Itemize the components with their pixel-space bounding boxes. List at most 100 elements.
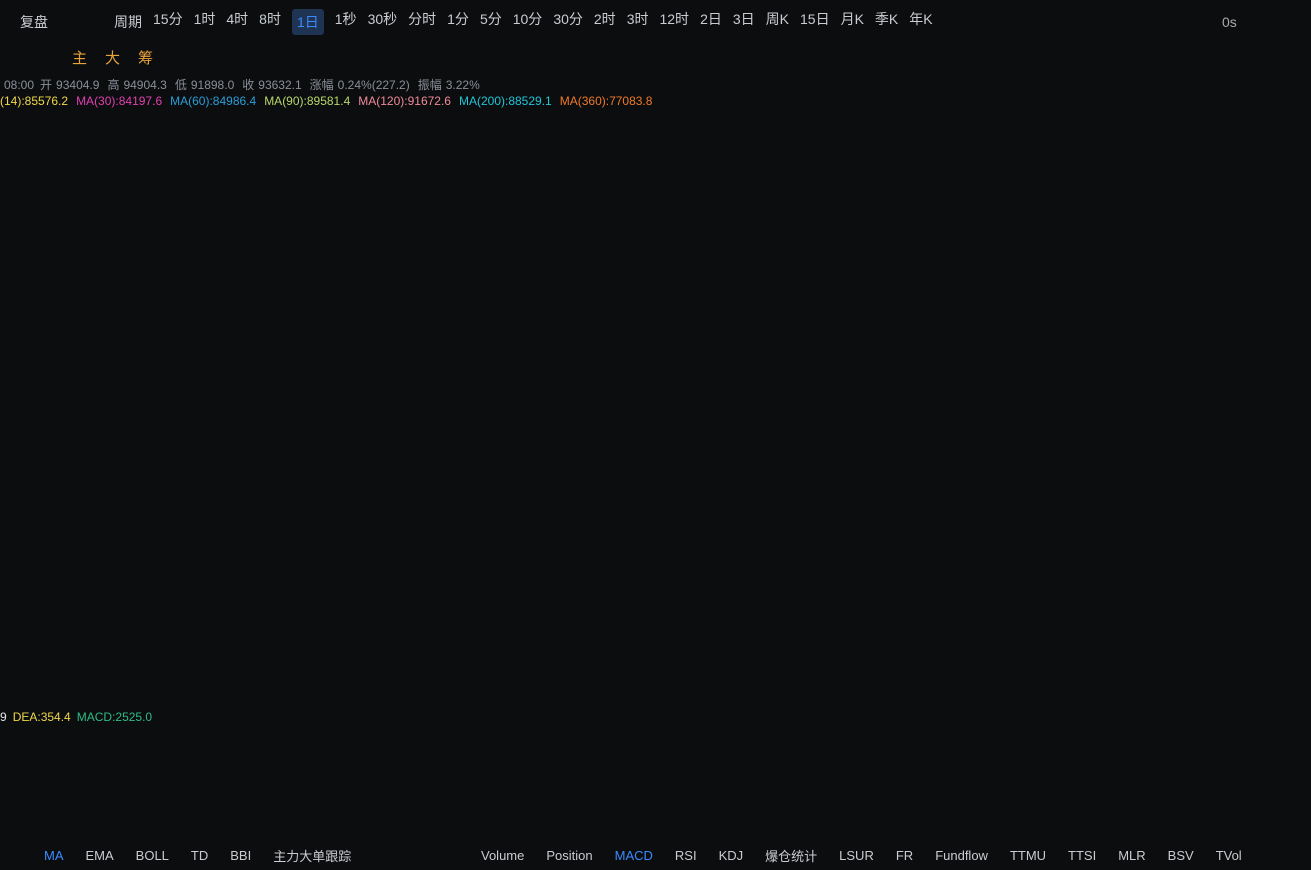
period[interactable]: 2日 xyxy=(700,11,722,27)
indicator[interactable]: EMA xyxy=(85,848,114,863)
low-arrow xyxy=(260,671,267,679)
candle-body xyxy=(682,338,688,357)
icon[interactable] xyxy=(170,47,184,63)
indicator[interactable]: RSI xyxy=(674,848,697,863)
icon[interactable] xyxy=(441,48,455,62)
indicator[interactable]: Position xyxy=(546,848,593,863)
macd-bar xyxy=(594,764,600,771)
indicator[interactable]: 主力大单跟踪 xyxy=(273,849,352,864)
icon[interactable] xyxy=(248,48,260,62)
candle-body xyxy=(954,295,960,304)
overlay-tool[interactable]: 大 xyxy=(105,49,121,67)
macd-bar xyxy=(970,765,976,771)
candle-body xyxy=(282,585,288,618)
macd-bar xyxy=(474,765,480,771)
candle-body xyxy=(1186,207,1192,230)
overlay-tool[interactable]: 主 xyxy=(72,49,88,67)
candle-body xyxy=(714,336,720,341)
macd-bar xyxy=(298,771,304,774)
period[interactable]: 15分 xyxy=(153,11,183,27)
period[interactable]: 30秒 xyxy=(367,11,398,27)
icon[interactable] xyxy=(471,48,488,63)
period[interactable]: 1日 xyxy=(291,9,324,35)
indicator[interactable]: MACD xyxy=(614,848,653,863)
candle-body xyxy=(962,295,968,313)
period[interactable]: 12时 xyxy=(659,11,690,27)
candle-body xyxy=(1154,189,1160,205)
period[interactable]: 5分 xyxy=(479,11,502,27)
macd-bar xyxy=(194,761,200,771)
info-value: 94904.3 xyxy=(123,77,167,92)
period[interactable]: 30分 xyxy=(553,11,583,27)
candle-body xyxy=(58,573,64,602)
icon[interactable] xyxy=(32,53,38,59)
chevron[interactable] xyxy=(399,848,406,860)
macd-bar xyxy=(1178,771,1184,782)
candle-body xyxy=(970,310,976,313)
icon[interactable] xyxy=(200,49,214,61)
period[interactable]: 1秒 xyxy=(334,11,357,27)
icon[interactable] xyxy=(1280,17,1295,32)
indicator[interactable]: TTMU xyxy=(1009,848,1047,863)
macd-bar xyxy=(954,766,960,771)
candle-body xyxy=(1122,197,1128,202)
period[interactable]: 年K xyxy=(909,11,933,27)
icon[interactable] xyxy=(1250,16,1264,28)
period[interactable]: 15日 xyxy=(800,11,830,27)
indicator[interactable]: 爆仓统计 xyxy=(765,849,818,864)
macd-bar xyxy=(810,771,816,779)
indicator[interactable]: BOLL xyxy=(135,848,169,863)
icon[interactable] xyxy=(37,53,43,59)
icon[interactable] xyxy=(377,49,389,62)
candle-body xyxy=(266,622,272,654)
indicator[interactable]: LSUR xyxy=(839,848,874,863)
icon[interactable] xyxy=(279,47,293,61)
macd-bar xyxy=(450,758,456,771)
macd-bar xyxy=(1162,771,1168,780)
icon[interactable] xyxy=(342,48,356,62)
icon[interactable] xyxy=(505,50,517,62)
period[interactable]: 1时 xyxy=(193,11,216,27)
indicator[interactable]: KDJ xyxy=(718,848,744,863)
period[interactable]: 2时 xyxy=(593,11,616,27)
indicator[interactable]: MLR xyxy=(1118,848,1146,863)
period-menu[interactable]: 周期 xyxy=(114,14,142,30)
period[interactable]: 月K xyxy=(840,11,864,27)
candle-body xyxy=(130,569,136,573)
indicator[interactable]: BSV xyxy=(1167,848,1194,863)
period[interactable]: 4时 xyxy=(226,11,249,27)
icon[interactable] xyxy=(408,48,422,62)
dea-line xyxy=(4,733,1190,803)
period[interactable]: 分时 xyxy=(408,11,437,27)
indicator[interactable]: BBI xyxy=(230,848,252,863)
icon[interactable] xyxy=(310,49,325,64)
indicator[interactable]: Fundflow xyxy=(935,848,988,863)
indicator[interactable]: TTSI xyxy=(1068,848,1097,863)
indicator[interactable]: FR xyxy=(895,848,914,863)
period[interactable]: 3日 xyxy=(732,11,755,27)
icon[interactable] xyxy=(27,53,33,59)
candle-body xyxy=(1034,193,1040,212)
period[interactable]: 3时 xyxy=(626,11,649,27)
macd-bar xyxy=(1002,757,1008,771)
indicator[interactable]: MA xyxy=(44,848,64,863)
macd-bar xyxy=(258,771,264,780)
period[interactable]: 10分 xyxy=(512,11,543,27)
replay-button[interactable]: 复盘 xyxy=(20,14,48,30)
period[interactable]: 1分 xyxy=(447,11,469,27)
indicator[interactable]: Volume xyxy=(481,848,525,863)
candle-body xyxy=(906,322,912,325)
candle-body xyxy=(234,571,240,581)
overlay-tool[interactable]: 筹 xyxy=(138,49,154,67)
replay-area: 复盘 周期 15分 1时 4时 8时 1日 1秒 30秒 分时 1分 5分 10分 30分 2时 3时 12… xyxy=(20,8,944,36)
period[interactable]: 季K xyxy=(874,11,899,27)
candle-body xyxy=(242,571,248,576)
indicator[interactable]: TD xyxy=(190,848,209,863)
candle-body xyxy=(658,297,664,303)
indicator[interactable]: TVol xyxy=(1215,848,1242,863)
period[interactable]: 周K xyxy=(765,11,789,27)
macd-bar xyxy=(170,755,176,771)
period[interactable]: 8时 xyxy=(259,11,281,27)
macd-bar xyxy=(1138,771,1144,777)
macd-bar xyxy=(386,744,392,771)
